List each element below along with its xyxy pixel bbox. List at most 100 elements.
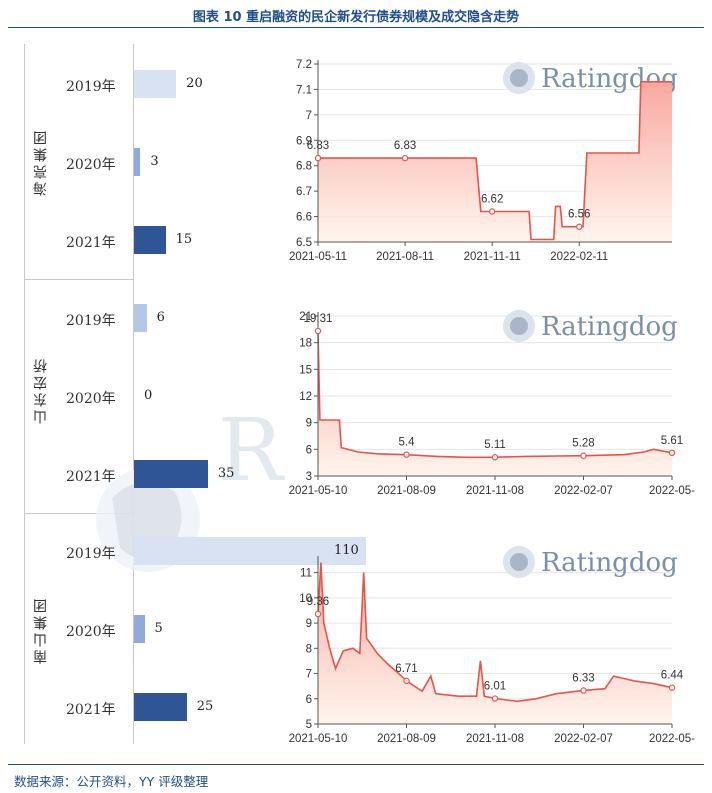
bar-value-label: 15 xyxy=(175,232,193,247)
y-tick-label: 6.6 xyxy=(296,212,312,224)
data-point-marker xyxy=(491,695,499,702)
series-line xyxy=(317,330,673,459)
data-point-marker xyxy=(576,223,583,230)
x-tick-label: 2021-08-11 xyxy=(376,251,434,263)
x-tick-label: 2021-11-11 xyxy=(464,251,521,263)
bar-value-label: 3 xyxy=(150,154,159,169)
x-tick-label: 2021-11-08 xyxy=(466,733,524,745)
data-label: 6.83 xyxy=(307,140,329,152)
x-tick-label: 2021-08-09 xyxy=(377,733,436,745)
group-separator-1 xyxy=(24,279,134,280)
year-label: 2019年 xyxy=(66,546,116,562)
bar-value-label: 5 xyxy=(154,621,163,636)
bar-value-label: 110 xyxy=(334,543,359,558)
y-tick-label: 7.2 xyxy=(296,59,312,71)
ratingdog-logo-dog-icon xyxy=(510,553,528,571)
chart-title: 图表 10 重启融资的民企新发行债券规模及成交隐含走势 xyxy=(192,10,520,25)
y-tick-label: 21 xyxy=(299,311,312,323)
ratingdog-logo-dog-icon xyxy=(510,317,528,335)
y-tick-label: 10 xyxy=(299,593,312,605)
year-label: 2019年 xyxy=(66,79,116,95)
data-label: 5.61 xyxy=(661,435,683,447)
series-area xyxy=(318,331,672,476)
line-chart-2: 3 6 9 12 15 18 21 Ratingdog 2021-05-10 2021-08-09… xyxy=(289,310,695,497)
y-tick-label: 6.9 xyxy=(296,135,312,147)
y-tick-label: 6 xyxy=(306,694,312,706)
data-point-marker xyxy=(488,208,496,215)
data-label: 5.4 xyxy=(399,437,416,449)
y-tick-label: 6.8 xyxy=(296,161,312,173)
x-tick-label: 2021-05-10 xyxy=(289,485,348,497)
data-label: 5.11 xyxy=(484,439,506,451)
bar-value-label: 35 xyxy=(217,466,235,481)
title-rule xyxy=(8,27,704,28)
bar-value-label: 25 xyxy=(196,699,214,714)
ratingdog-watermark: Ratingdog xyxy=(503,546,678,578)
x-tick-label: 2022-02-07 xyxy=(554,485,613,497)
year-label: 2021年 xyxy=(66,235,116,251)
y-tick-label: 12 xyxy=(299,391,312,403)
x-tick-label: 2021-05-11 xyxy=(289,251,347,263)
footer-rule xyxy=(8,764,704,765)
data-label: 6.62 xyxy=(481,193,503,205)
line-chart-3: 5 6 7 8 9 10 11 Ratingdog 2021-05-10 2021-08-09 20… xyxy=(289,546,695,745)
data-label: 19.31 xyxy=(304,313,333,325)
data-point-marker xyxy=(580,452,587,459)
bar xyxy=(134,304,147,332)
y-tick-label: 7 xyxy=(306,669,312,681)
bar-axis-line xyxy=(133,44,134,744)
data-label: 6.01 xyxy=(484,681,506,693)
ratingdog-watermark-text: Ratingdog xyxy=(541,312,678,342)
ratingdog-watermark-text: Ratingdog xyxy=(541,548,678,578)
x-tick-label: 2021-05-10 xyxy=(289,733,348,745)
year-label: 2020年 xyxy=(66,624,116,640)
data-label: 5.28 xyxy=(572,438,594,450)
data-point-marker xyxy=(403,677,410,685)
y-tick-label: 11 xyxy=(300,568,312,580)
bar xyxy=(134,537,366,565)
y-tick-label: 7.1 xyxy=(296,84,312,96)
y-tick-label: 9 xyxy=(306,618,312,630)
data-point-marker xyxy=(668,684,676,691)
x-tick-label: 2022-05- xyxy=(649,733,695,745)
data-point-marker xyxy=(403,451,410,458)
ratingdog-logo-dog-icon xyxy=(510,69,528,87)
year-label: 2019年 xyxy=(66,313,116,329)
series-area xyxy=(318,81,672,242)
bar xyxy=(134,615,145,643)
bar xyxy=(134,693,187,721)
x-tick-label: 2022-02-07 xyxy=(554,733,613,745)
x-tick-label: 2021-11-08 xyxy=(466,485,524,497)
data-point-marker xyxy=(314,327,322,335)
data-point-marker xyxy=(668,449,676,456)
bar xyxy=(134,226,166,254)
data-label: 6.44 xyxy=(661,670,684,682)
y-tick-label: 3 xyxy=(306,471,312,483)
data-label: 6.71 xyxy=(395,663,417,675)
bar-value-label: 20 xyxy=(186,76,203,91)
year-label: 2021年 xyxy=(66,702,116,718)
x-tick-label: 2022-05- xyxy=(649,485,695,497)
year-label: 2020年 xyxy=(66,157,116,173)
data-point-marker xyxy=(580,687,587,694)
y-tick-label: 9 xyxy=(306,418,312,430)
bar-value-label: 6 xyxy=(156,310,165,325)
source-note: 数据来源：公开资料，YY 评级整理 xyxy=(14,774,209,789)
y-tick-label: 6.7 xyxy=(296,186,312,198)
bar xyxy=(134,148,141,176)
ratingdog-watermark: Ratingdog xyxy=(503,310,678,342)
data-point-marker xyxy=(401,154,409,162)
year-label: 2020年 xyxy=(66,391,116,407)
bar-value-label: 0 xyxy=(144,388,153,403)
series-line xyxy=(318,81,672,241)
data-label: 9.36 xyxy=(307,596,329,608)
data-label: 6.33 xyxy=(572,672,594,684)
watermark-big-letter: R xyxy=(218,401,285,501)
y-tick-label: 7 xyxy=(306,110,312,122)
x-tick-label: 2022-02-11 xyxy=(550,251,608,263)
data-label: 6.83 xyxy=(394,140,416,152)
x-tick-label: 2021-08-09 xyxy=(377,485,436,497)
y-tick-label: 6.5 xyxy=(296,237,312,249)
year-label: 2021年 xyxy=(66,469,116,485)
